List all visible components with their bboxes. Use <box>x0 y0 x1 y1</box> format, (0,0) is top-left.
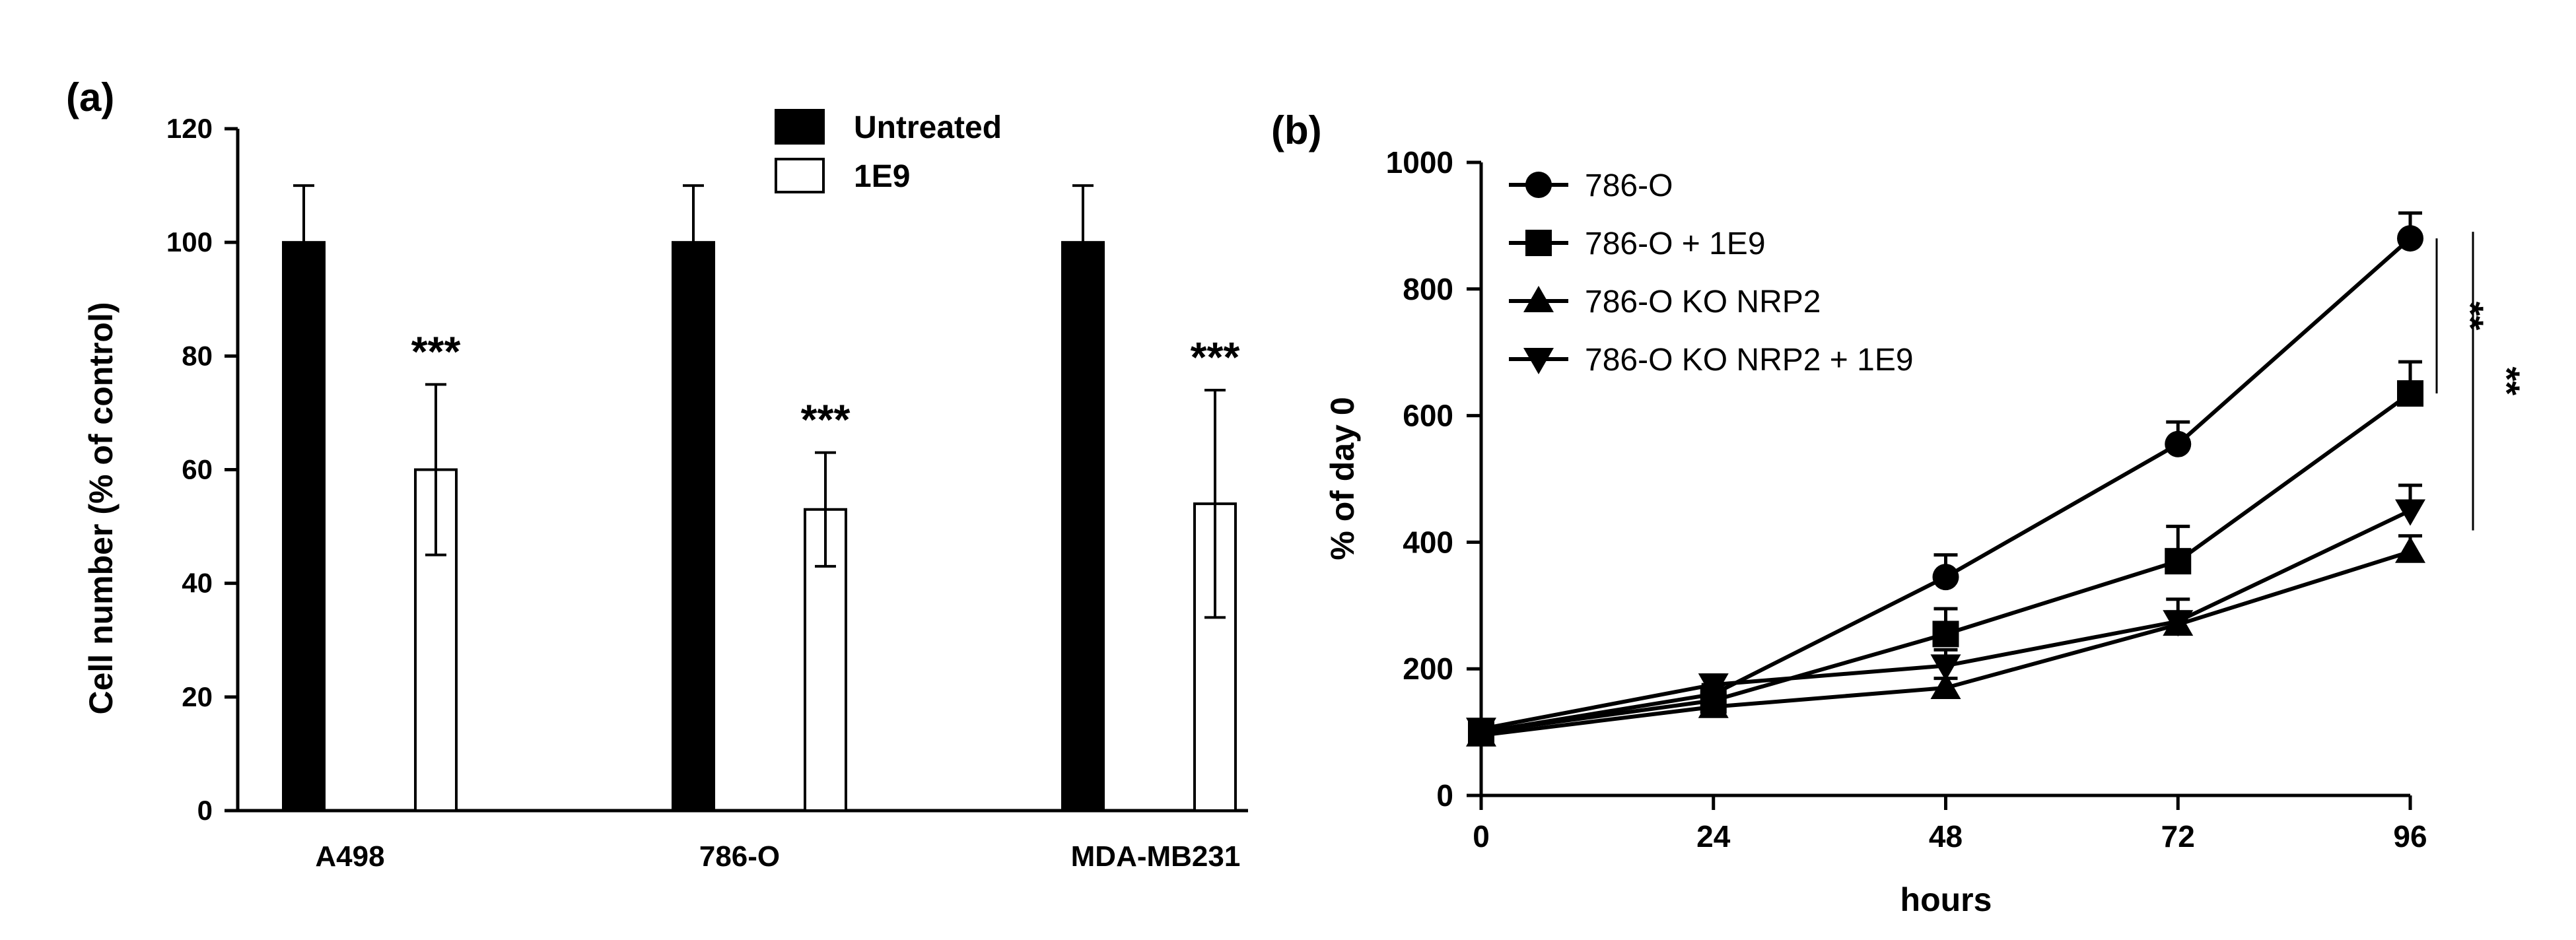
a-significance-label: *** <box>1191 333 1240 381</box>
b-y-tick-label: 200 <box>1403 652 1453 686</box>
a-bar <box>1061 241 1105 812</box>
b-significance-label: ** <box>2450 302 2491 331</box>
b-y-tick-label: 600 <box>1403 399 1453 433</box>
a-legend-swatch <box>775 158 825 193</box>
panel-b-ylabel: % of day 0 <box>1324 397 1361 560</box>
b-legend-label: 786-O KO NRP2 <box>1585 285 1821 319</box>
b-marker <box>2165 548 2192 575</box>
a-y-tick-label: 0 <box>197 795 213 826</box>
b-legend-label: 786-O + 1E9 <box>1585 226 1766 261</box>
b-legend-marker <box>1523 348 1554 374</box>
a-legend-label: 1E9 <box>854 159 910 194</box>
panel-a-label: (a) <box>66 75 114 119</box>
b-marker <box>2397 225 2423 252</box>
b-x-tick-label: 48 <box>1929 819 1963 854</box>
a-y-tick-label: 120 <box>166 113 213 144</box>
panel-b-label: (b) <box>1271 108 1322 152</box>
panel-a-bars: *** *** *** <box>282 184 1240 813</box>
b-y-tick-label: 800 <box>1403 272 1453 306</box>
a-y-tick-label: 100 <box>166 226 213 257</box>
b-marker <box>1930 654 1961 681</box>
b-x-tick-label: 96 <box>2393 819 2427 854</box>
b-significance-label: ** <box>2486 366 2528 395</box>
panel-b-axes: 0 200 400 600 800 1000 0 24 48 72 96 <box>1386 145 2427 854</box>
a-bar <box>282 241 326 812</box>
b-legend-label: 786-O <box>1585 168 1673 203</box>
a-y-tick-label: 60 <box>182 454 213 485</box>
b-marker <box>1466 718 1496 745</box>
panel-a-legend: Untreated 1E9 <box>775 109 1002 194</box>
b-marker <box>2165 430 2192 457</box>
panel-b-legend: 786-O 786-O + 1E9 786-O KO NRP2 786-O KO NR… <box>1509 168 1914 378</box>
a-significance-label: *** <box>801 396 851 444</box>
panel-b: (b) % of day 0 hours 0 200 400 600 800 1000 0 2… <box>1271 108 2528 918</box>
a-x-tick-label: MDA-MB231 <box>1071 840 1241 873</box>
b-y-tick-label: 0 <box>1436 778 1453 813</box>
b-marker <box>1698 673 1729 700</box>
a-legend-label: Untreated <box>854 110 1002 145</box>
b-marker <box>1932 564 1959 591</box>
panel-a: (a) Cell number (% of control) 0 20 40 60 80… <box>66 75 1248 873</box>
panel-a-axes: 0 20 40 60 80 100 120 A498 786-O MDA-MB231 <box>166 113 1248 873</box>
b-y-tick-label: 400 <box>1403 525 1453 559</box>
a-x-tick-label: A498 <box>315 840 384 873</box>
b-marker <box>1932 621 1959 648</box>
a-legend-swatch <box>775 109 825 145</box>
b-marker <box>2395 499 2425 526</box>
a-bar <box>672 241 715 812</box>
b-marker <box>2395 536 2425 563</box>
b-x-tick-label: 24 <box>1696 819 1731 854</box>
a-y-tick-label: 20 <box>182 681 213 712</box>
b-y-tick-label: 1000 <box>1386 145 1453 180</box>
b-legend-marker <box>1523 286 1554 312</box>
a-x-tick-label: 786-O <box>699 840 780 873</box>
panel-b-lines <box>1466 211 2425 747</box>
panel-b-xlabel: hours <box>1900 881 1992 918</box>
panel-a-ylabel: Cell number (% of control) <box>83 302 120 715</box>
panel-b-significance: ** ** <box>2435 232 2528 531</box>
b-marker <box>2163 610 2194 637</box>
a-bar <box>804 508 847 813</box>
b-legend-marker <box>1525 172 1552 198</box>
b-marker <box>1930 672 1961 699</box>
b-marker <box>1698 691 1729 718</box>
b-x-tick-label: 72 <box>2161 819 2195 854</box>
a-y-tick-label: 40 <box>182 568 213 599</box>
b-x-tick-label: 0 <box>1473 819 1490 854</box>
b-marker <box>2397 380 2423 407</box>
a-significance-label: *** <box>411 327 461 375</box>
a-y-tick-label: 80 <box>182 340 213 371</box>
b-legend-marker <box>1525 230 1552 256</box>
b-legend-label: 786-O KO NRP2 + 1E9 <box>1585 343 1914 378</box>
